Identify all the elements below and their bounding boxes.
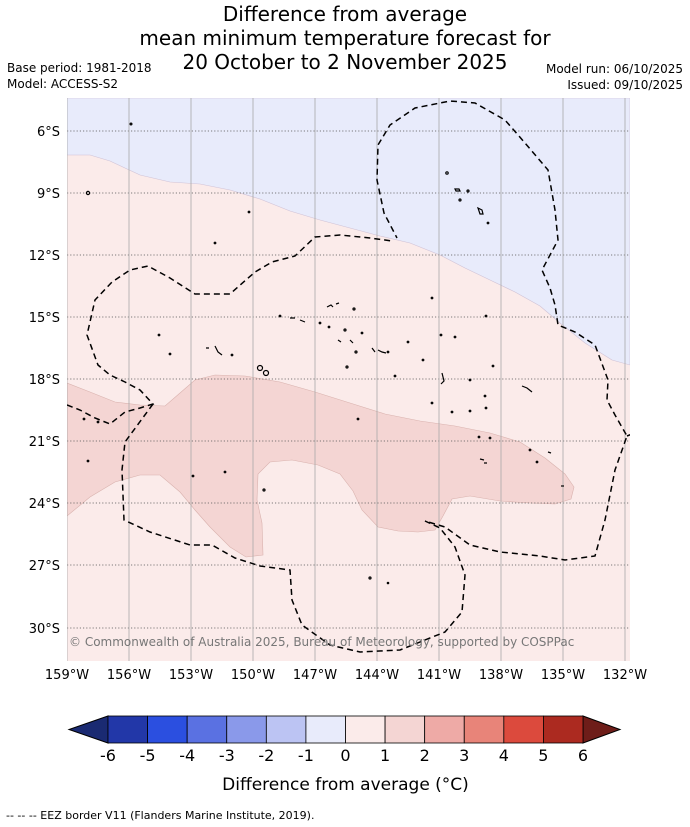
colorbar-box bbox=[463, 715, 505, 744]
colorbar-ticks: -6 -5 -4 -3 -2 -1 0 1 2 3 4 5 6 bbox=[100, 746, 588, 765]
colorbar-over-arrow bbox=[582, 715, 622, 744]
colorbar-tick-label: 6 bbox=[578, 746, 588, 765]
meta-left: Base period: 1981-2018 Model: ACCESS-S2 bbox=[7, 60, 152, 92]
lon-gridlines bbox=[67, 98, 626, 661]
lat-label: 9°S bbox=[37, 187, 60, 202]
lon-label: 138°W bbox=[479, 668, 523, 683]
colorbar-tick-label: -6 bbox=[100, 746, 116, 765]
colorbar-label: Difference from average (°C) bbox=[222, 775, 469, 795]
lat-label: 18°S bbox=[29, 373, 60, 388]
lat-label: 24°S bbox=[29, 497, 60, 512]
colorbar-box bbox=[345, 715, 386, 744]
colorbar-box bbox=[424, 715, 465, 744]
colorbar-tick-label: 1 bbox=[380, 746, 390, 765]
colorbar-box bbox=[186, 715, 228, 744]
lat-label: 15°S bbox=[29, 311, 60, 326]
map-title: Difference from average mean minimum tem… bbox=[0, 2, 690, 74]
colorbar-tick-label: -2 bbox=[258, 746, 274, 765]
colorbar-box bbox=[265, 715, 307, 744]
colorbar-box bbox=[147, 715, 188, 744]
colorbar-box bbox=[503, 715, 544, 744]
colorbar-tick-label: 4 bbox=[499, 746, 509, 765]
colorbar-boxes bbox=[107, 715, 584, 744]
lon-labels: 159°W 156°W 153°W 150°W 147°W 144°W 141°… bbox=[45, 668, 647, 683]
colorbar-box bbox=[305, 715, 346, 744]
lon-label: 144°W bbox=[355, 668, 399, 683]
lat-labels: 6°S 9°S 12°S 15°S 18°S 21°S 24°S 27°S 30… bbox=[29, 125, 60, 637]
lon-label: 147°W bbox=[293, 668, 337, 683]
lon-label: 132°W bbox=[603, 668, 647, 683]
lat-label: 21°S bbox=[29, 435, 60, 450]
title-line-2: mean minimum temperature forecast for bbox=[139, 26, 551, 50]
title-line-1: Difference from average bbox=[222, 2, 468, 26]
lon-label: 159°W bbox=[45, 668, 89, 683]
colorbar-tick-label: -5 bbox=[140, 746, 156, 765]
lon-label: 150°W bbox=[231, 668, 275, 683]
colorbar-box bbox=[384, 715, 426, 744]
lat-gridlines bbox=[67, 130, 630, 629]
meta-right: Model run: 06/10/2025 Issued: 09/10/2025 bbox=[546, 61, 683, 93]
model-name: Model: ACCESS-S2 bbox=[7, 77, 119, 91]
lon-label: 141°W bbox=[417, 668, 461, 683]
lat-label: 12°S bbox=[29, 249, 60, 264]
copyright-text: © Commonwealth of Australia 2025, Bureau… bbox=[69, 635, 574, 649]
colorbar-tick-label: 5 bbox=[538, 746, 548, 765]
colorbar-tick-label: 2 bbox=[420, 746, 430, 765]
lon-label: 153°W bbox=[169, 668, 213, 683]
map-area bbox=[67, 98, 630, 661]
model-run: Model run: 06/10/2025 bbox=[545, 62, 683, 76]
colorbar-tick-label: 3 bbox=[459, 746, 469, 765]
colorbar-box bbox=[543, 715, 584, 744]
title-line-3: 20 October to 2 November 2025 bbox=[182, 50, 508, 74]
base-period: Base period: 1981-2018 bbox=[7, 61, 152, 75]
lat-label: 27°S bbox=[29, 559, 60, 574]
colorbar-tick-label: -1 bbox=[298, 746, 314, 765]
colorbar: -6 -5 -4 -3 -2 -1 0 1 2 3 4 5 6 Differen… bbox=[67, 715, 622, 795]
colorbar-under-arrow bbox=[67, 715, 109, 744]
eez-border-cook-islands bbox=[67, 234, 393, 425]
lat-label: 6°S bbox=[37, 125, 60, 140]
eez-border-french-polynesia bbox=[121, 100, 628, 653]
anomaly-fill-minus1-to-0 bbox=[67, 98, 630, 366]
colorbar-tick-label: 0 bbox=[340, 746, 350, 765]
lat-label: 30°S bbox=[29, 622, 60, 637]
islands bbox=[82, 122, 564, 585]
colorbar-box bbox=[107, 715, 148, 744]
colorbar-tick-label: -3 bbox=[219, 746, 235, 765]
eez-border-pitcairn bbox=[626, 433, 630, 437]
colorbar-tick-label: -4 bbox=[179, 746, 195, 765]
eez-footnote: -- -- -- EEZ border V11 (Flanders Marine… bbox=[6, 809, 315, 822]
colorbar-box bbox=[226, 715, 267, 744]
lon-label: 156°W bbox=[107, 668, 151, 683]
lon-label: 135°W bbox=[541, 668, 585, 683]
issued-date: Issued: 09/10/2025 bbox=[567, 78, 683, 92]
